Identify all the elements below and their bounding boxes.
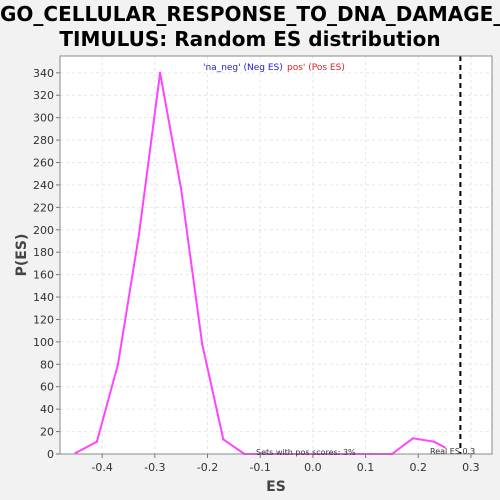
series-point (432, 440, 436, 443)
series-point (74, 451, 78, 455)
y-tick-label: 120 (33, 313, 54, 326)
series-point (158, 71, 162, 75)
x-tick-label: 0.0 (304, 461, 322, 474)
y-tick-label: 20 (40, 426, 54, 439)
x-tick-label: -0.1 (249, 461, 270, 474)
y-tick-label: 320 (33, 89, 54, 102)
y-tick-label: 200 (33, 224, 54, 237)
y-axis-label: P(ES) (14, 234, 30, 277)
y-tick-label: 300 (33, 112, 54, 125)
chart-title-line-1: GO_CELLULAR_RESPONSE_TO_DNA_DAMAGE_S (0, 2, 500, 26)
x-axis-label: ES (266, 479, 286, 495)
x-tick-label: -0.4 (91, 461, 112, 474)
y-tick-label: 220 (33, 201, 54, 214)
real-es-annotation: Real ES 0.3 (430, 447, 475, 456)
y-tick-label: 160 (33, 269, 54, 282)
series-point (443, 446, 446, 449)
y-tick-label: 240 (33, 179, 54, 192)
y-tick-label: 280 (33, 134, 54, 147)
legend-neg: 'na_neg' (Neg ES) (203, 63, 283, 73)
y-tick-label: 80 (40, 358, 54, 371)
y-tick-label: 60 (40, 381, 54, 394)
y-tick-label: 140 (33, 291, 54, 304)
y-axis-ticks: 0 20 40 60 80 100 120 140 160 180 200 220 240 260 280 3… (33, 67, 60, 461)
x-tick-label: 0.1 (357, 461, 375, 474)
grid-lines (60, 56, 492, 455)
series-point (201, 342, 204, 346)
x-tick-label: 0.3 (462, 461, 480, 474)
series-point (222, 438, 225, 441)
y-tick-label: 260 (33, 157, 54, 170)
y-tick-label: 40 (40, 403, 54, 416)
y-tick-label: 0 (47, 448, 54, 461)
plot-border (59, 55, 493, 455)
x-tick-label: -0.2 (197, 461, 218, 474)
legend-pos: pos' (Pos ES) (287, 63, 345, 73)
plot-area (60, 56, 492, 454)
y-tick-label: 100 (33, 336, 54, 349)
series-point (137, 233, 141, 236)
series-point (411, 437, 415, 440)
x-axis-ticks: -0.4 -0.3 -0.2 -0.1 0.0 0.1 0.2 0.3 (91, 454, 480, 474)
series-point (116, 363, 120, 366)
y-tick-label: 180 (33, 246, 54, 259)
series-point (95, 440, 99, 443)
y-tick-label: 340 (33, 67, 54, 80)
x-tick-label: 0.2 (409, 461, 427, 474)
series-point (179, 188, 183, 191)
sets-annotation: Sets with pos scores: 3% (256, 448, 356, 457)
chart-title-line-2: TIMULUS: Random ES distribution (59, 27, 441, 51)
x-tick-label: -0.3 (144, 461, 165, 474)
